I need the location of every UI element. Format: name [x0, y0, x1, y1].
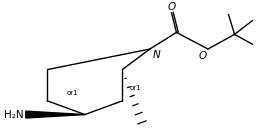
Text: or1: or1 — [66, 90, 78, 96]
Text: O: O — [199, 51, 207, 61]
Text: or1: or1 — [129, 85, 141, 91]
Text: N: N — [153, 50, 161, 60]
Text: O: O — [167, 2, 176, 12]
Text: H₂N: H₂N — [4, 110, 24, 120]
Polygon shape — [26, 111, 85, 118]
